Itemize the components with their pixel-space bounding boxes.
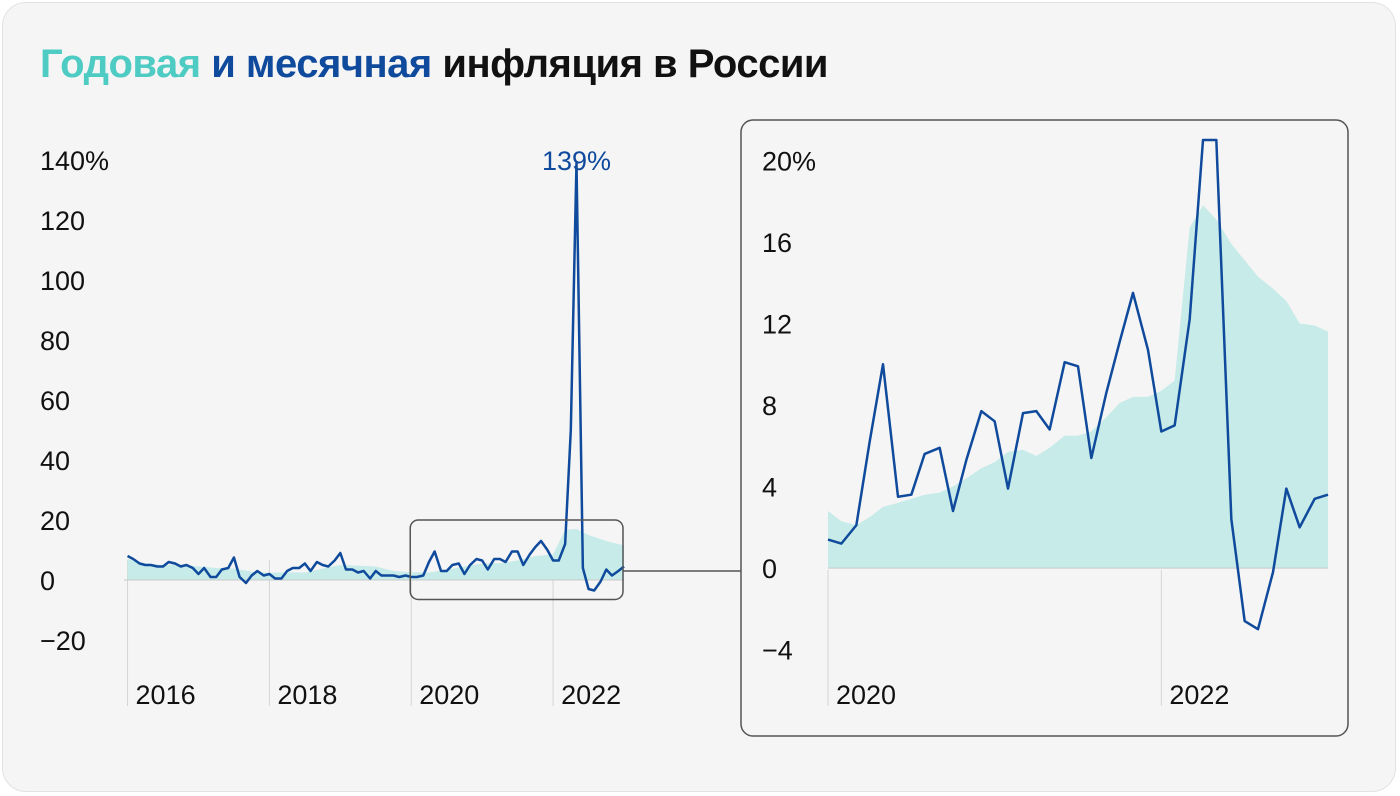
main-ytick-label: 0	[40, 566, 55, 596]
zoom-xtick-label: 2022	[1169, 680, 1229, 710]
title-annual-part: Годовая	[40, 42, 201, 86]
main-annual-area	[127, 529, 625, 580]
main-ytick-label: 100	[40, 266, 85, 296]
main-ytick-label: 40	[40, 446, 70, 476]
zoom-ytick-label: −4	[762, 636, 793, 666]
zoom-ytick-label: 16	[762, 228, 792, 258]
main-monthly-line	[126, 161, 625, 592]
zoom-box	[409, 519, 624, 601]
peak-annotation: 139%	[542, 146, 611, 176]
zoom-plot: 20% 16 12 8 4 0 −4 2020 2022	[762, 138, 1329, 710]
zoom-ytick-label: 4	[762, 473, 777, 503]
zoom-annual-area	[828, 205, 1328, 569]
main-ytick-label: −20	[40, 626, 86, 656]
main-plot: 140% 120 100 80 60 40 20 0 −20 2016 2018 2020 2022 13…	[40, 146, 741, 710]
zoom-ytick-label: 20%	[762, 146, 816, 176]
title-monthly-part: и месячная	[211, 42, 432, 86]
main-ytick-label: 120	[40, 206, 85, 236]
main-ytick-label: 60	[40, 386, 70, 416]
title-rest-part: инфляция в России	[442, 42, 828, 86]
zoom-xtick-label: 2020	[836, 680, 896, 710]
main-xtick-label: 2022	[561, 680, 621, 710]
main-ytick-label: 80	[40, 326, 70, 356]
chart-title: Годовая и месячная инфляция в России	[40, 38, 828, 90]
main-xtick-label: 2018	[277, 680, 337, 710]
zoom-ytick-label: 12	[762, 309, 792, 339]
main-ytick-label: 140%	[40, 146, 109, 176]
main-ytick-label: 20	[40, 506, 70, 536]
zoom-ytick-label: 0	[762, 554, 777, 584]
main-xtick-label: 2016	[136, 680, 196, 710]
main-xtick-label: 2020	[419, 680, 479, 710]
zoom-monthly-line	[827, 138, 1329, 631]
zoom-ytick-label: 8	[762, 391, 777, 421]
